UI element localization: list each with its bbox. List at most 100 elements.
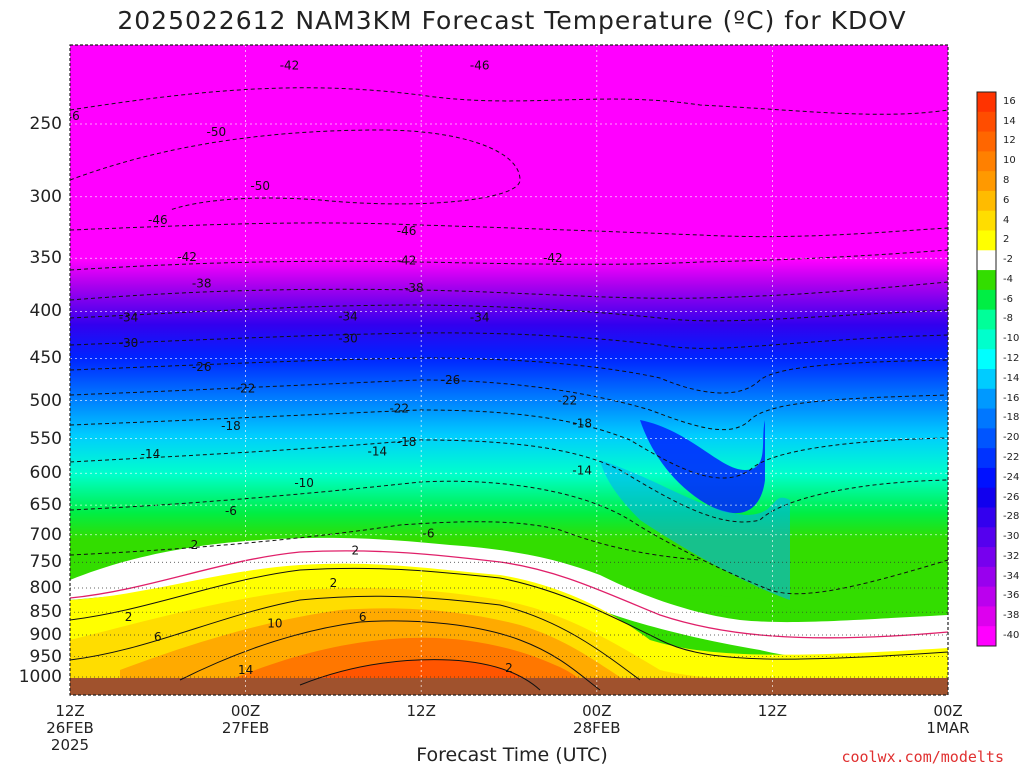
- colorbar-tick-label: -30: [1003, 531, 1020, 543]
- y-tick-label: 900: [29, 624, 62, 645]
- colorbar-tick-label: -6: [1003, 293, 1013, 305]
- colorbar-tick-label: -28: [1003, 511, 1020, 523]
- colorbar-tick-label: 12: [1003, 135, 1016, 147]
- contour-label: -18: [397, 435, 417, 449]
- colorbar-tick-label: -26: [1003, 491, 1020, 503]
- colorbar-tick-label: -2: [1003, 254, 1013, 266]
- colorbar-swatch: [977, 250, 996, 271]
- zero-degree-line: [70, 550, 948, 639]
- colorbar-swatch: [977, 329, 996, 350]
- colorbar-swatch: [977, 428, 996, 449]
- x-tick-line: 12Z: [55, 702, 85, 720]
- colorbar-tick-label: -36: [1003, 590, 1020, 602]
- colorbar-tick-label: -20: [1003, 432, 1020, 444]
- colorbar-tick-label: -12: [1003, 353, 1020, 364]
- plot-frame: [69, 44, 949, 696]
- contour-label: -26: [441, 373, 461, 387]
- ground: [70, 678, 948, 695]
- colorbar-swatch: [977, 151, 996, 172]
- contour-label: 2: [125, 610, 133, 624]
- contour-label: -42: [397, 253, 417, 267]
- colorbar-tick-label: -16: [1003, 392, 1020, 404]
- colorbar-tick-label: 2: [1003, 234, 1010, 246]
- colorbar-tick-label: 14: [1003, 115, 1016, 127]
- grid-lines: [70, 45, 948, 695]
- contour-label: 2: [191, 538, 199, 552]
- temperature-field: -42 -46 -46 -50 -50 -46 -46 -42 -42 -42 -38 -38 -34 -…: [70, 45, 948, 695]
- colorbar-swatch: [977, 566, 996, 588]
- colorbar-tick-label: -34: [1003, 570, 1020, 582]
- x-tick-label: 00Z 27FEB: [196, 703, 296, 737]
- contour-label: 2: [505, 661, 513, 675]
- x-tick-line: 00Z: [933, 702, 963, 720]
- colorbar-swatch: [977, 230, 996, 251]
- contour-label: -22: [389, 401, 409, 415]
- contour-label: -42: [177, 250, 197, 264]
- contour-label: -14: [141, 447, 161, 461]
- colorbar-swatch: [977, 349, 996, 370]
- y-tick-label: 950: [29, 646, 62, 667]
- credit-text[interactable]: coolwx.com/modelts: [841, 748, 1004, 766]
- colorbar-tick-label: 10: [1003, 155, 1016, 167]
- contour-label: -34: [119, 310, 139, 324]
- contour-lines: [70, 87, 948, 595]
- contour-label: -34: [470, 310, 490, 324]
- x-tick-label: 12Z: [722, 703, 822, 720]
- contour-label: -22: [558, 394, 578, 408]
- contour-label: -30: [119, 336, 139, 350]
- x-tick-line: 26FEB: [46, 719, 94, 737]
- contour-label: -42: [543, 251, 563, 265]
- chart-title: 2025022612 NAM3KM Forecast Temperature (…: [117, 6, 907, 35]
- contour-label: 14: [238, 663, 253, 677]
- colorbar-swatch: [977, 467, 996, 489]
- colorbar-swatch: [977, 270, 996, 291]
- contour-label: -38: [192, 277, 212, 291]
- colorbar-tick-label: -40: [1003, 630, 1020, 641]
- contour-label: 10: [267, 617, 282, 631]
- cold-intrusion: [640, 420, 765, 514]
- x-tick-line: 27FEB: [221, 719, 270, 737]
- contour-label: -18: [572, 417, 592, 431]
- x-tick-label: 12Z: [371, 703, 471, 720]
- contour-label: -34: [338, 309, 358, 323]
- y-tick-label: 550: [29, 428, 62, 449]
- y-tick-label: 800: [29, 577, 62, 598]
- contour-label: -46: [470, 59, 490, 73]
- colorbar-tick-label: -10: [1003, 333, 1020, 345]
- colorbar-swatch: [977, 309, 996, 330]
- colorbar-tick-label: -8: [1003, 313, 1013, 325]
- contour-label: -46: [397, 224, 417, 238]
- contour-label: 2: [352, 543, 360, 557]
- colorbar-tick-label: -24: [1003, 471, 1020, 483]
- colorbar-tick-label: -4: [1003, 273, 1013, 285]
- y-tick-label: 350: [29, 248, 62, 269]
- y-tick-label: 500: [29, 390, 62, 411]
- colorbar-tick-label: -14: [1003, 372, 1020, 384]
- colorbar-swatch: [977, 507, 996, 528]
- contour-label: -42: [280, 59, 300, 73]
- colorbar-swatch: [977, 171, 996, 192]
- colorbar: [977, 92, 996, 647]
- colorbar-swatch: [977, 547, 996, 568]
- colorbar-swatch: [977, 92, 996, 113]
- x-tick-line: 12Z: [757, 702, 788, 720]
- colorbar-tick-label: 8: [1003, 174, 1010, 186]
- x-tick-line: 28FEB: [573, 719, 621, 737]
- y-tick-label: 600: [29, 463, 62, 484]
- y-tick-label: 250: [29, 114, 62, 134]
- x-tick-label: 00Z 28FEB: [547, 703, 647, 737]
- colorbar-swatch: [977, 626, 996, 647]
- x-tick-line: 2025: [50, 736, 90, 754]
- contour-label: -10: [294, 476, 314, 490]
- y-tick-label: 400: [29, 301, 62, 322]
- contour-label: 2: [330, 576, 338, 590]
- y-tick-label: 300: [29, 186, 62, 207]
- cold-intrusion-lower: [600, 460, 790, 600]
- colorbar-swatch: [977, 448, 996, 469]
- x-tick-line: 00Z: [230, 702, 261, 720]
- y-tick-label: 850: [29, 602, 62, 623]
- contour-label: -22: [236, 381, 256, 395]
- colorbar-tick-label: -18: [1003, 412, 1020, 424]
- colorbar-swatch: [977, 190, 996, 212]
